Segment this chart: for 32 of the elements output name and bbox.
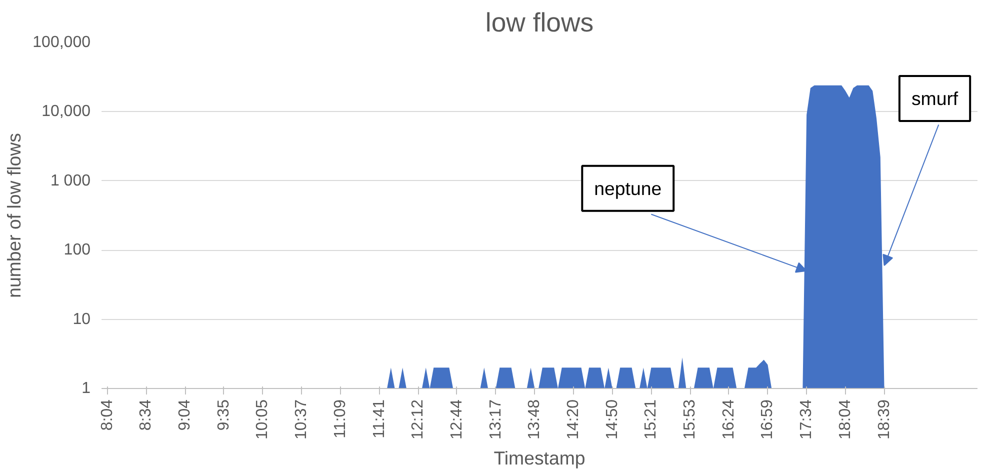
x-axis-title: Timestamp [494, 448, 586, 469]
y-tick-label: 100,000 [32, 34, 91, 51]
x-tick-label: 8:34 [138, 399, 155, 431]
x-tick-label: 15:21 [642, 399, 660, 440]
chart-title: low flows [485, 8, 594, 38]
y-tick-label: 1 000 [50, 172, 91, 190]
x-tick-label: 10:37 [293, 399, 310, 440]
y-tick-label: 100 [64, 242, 91, 259]
x-tick-label: 18:39 [876, 399, 893, 440]
x-tick-label: 17:34 [798, 399, 816, 440]
x-tick-label: 16:24 [720, 399, 738, 440]
x-tick-label: 14:20 [564, 399, 582, 440]
y-tick-label: 1 [82, 380, 91, 397]
x-tick-label: 9:35 [215, 399, 232, 431]
x-tick-label: 12:12 [410, 399, 427, 440]
x-tick-label: 16:59 [759, 399, 776, 440]
x-tick-label: 11:09 [332, 399, 349, 438]
x-tick-label: 11:41 [370, 399, 388, 438]
x-tick-label: 12:44 [448, 399, 466, 440]
x-tick-label: 13:48 [526, 399, 544, 440]
x-tick-label: 14:50 [604, 399, 621, 440]
y-tick-label: 10 [72, 310, 91, 328]
x-tick-label: 13:17 [487, 399, 504, 440]
x-tick-label: 8:04 [98, 399, 116, 431]
x-tick-label: 10:05 [254, 399, 272, 440]
y-tick-label: 10,000 [42, 103, 91, 120]
x-tick-label: 9:04 [176, 399, 194, 431]
x-tick-label: 18:04 [836, 399, 854, 440]
x-tick-label: 15:53 [682, 399, 699, 440]
annotation: smurf [911, 88, 959, 110]
annotation: neptune [594, 178, 662, 199]
y-axis-title: number of low flows [4, 133, 25, 298]
